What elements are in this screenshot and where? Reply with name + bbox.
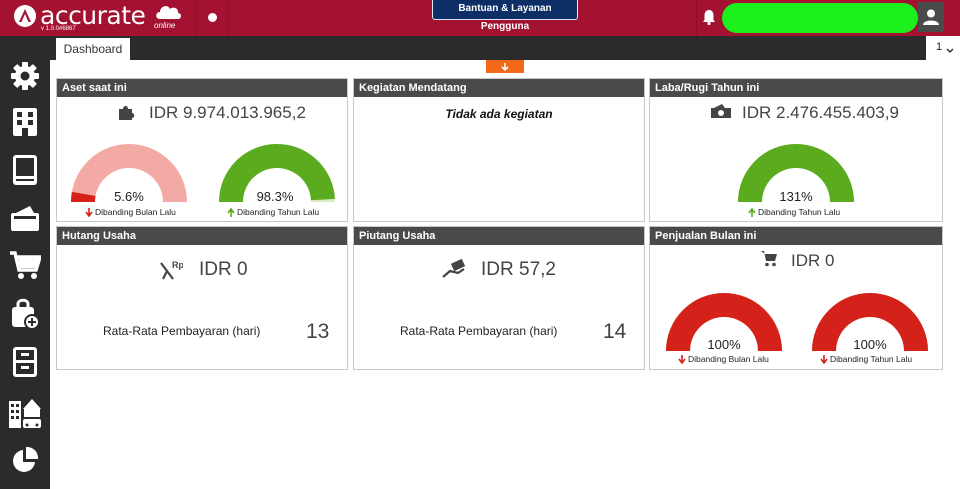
penjualan-year-percent: 100% [853, 337, 887, 352]
compare-label: Dibanding Bulan Lalu [95, 207, 176, 217]
sidebar-item-inventory[interactable] [0, 342, 50, 382]
tab-dashboard[interactable]: Dashboard [56, 38, 130, 60]
aset-month-percent: 5.6% [114, 189, 144, 204]
arrow-down-icon [820, 354, 828, 364]
card-title: Kegiatan Mendatang [354, 79, 644, 97]
user-name-pill[interactable] [722, 3, 918, 33]
hutang-average-label: Rata-Rata Pembayaran (hari) [103, 324, 261, 338]
logo-text: accurate [40, 1, 146, 30]
penjualan-year-gauge [812, 292, 928, 351]
aset-month-gauge [71, 143, 187, 202]
logo-mark-icon [14, 5, 36, 27]
card-title: Laba/Rugi Tahun ini [650, 79, 942, 97]
sidebar-item-assets[interactable] [0, 392, 50, 432]
arrow-up-icon [748, 207, 756, 217]
aset-year-percent: 98.3% [256, 189, 294, 204]
card-title: Hutang Usaha [57, 227, 347, 245]
piutang-average-label: Rata-Rata Pembayaran (hari) [400, 324, 558, 338]
laba-year-percent: 131% [779, 189, 813, 204]
card-title: Penjualan Bulan ini [650, 227, 942, 245]
cloud-icon [156, 6, 181, 19]
compare-label: Dibanding Tahun Lalu [237, 207, 320, 217]
sidebar-item-ledger[interactable] [0, 150, 50, 190]
sidebar [0, 36, 50, 489]
penjualan-year-compare: Dibanding Tahun Lalu [820, 354, 912, 364]
arrow-down-icon [678, 354, 686, 364]
piutang-average-value: 14 [603, 320, 627, 343]
hutang-average-value: 13 [306, 320, 330, 343]
aset-year-gauge [218, 143, 335, 202]
payment-in-icon [442, 259, 466, 278]
card-aset: Aset saat ini IDR 9.974.013.965,2 5.6% D… [56, 78, 348, 222]
svg-text:Rp: Rp [172, 260, 183, 270]
arrow-up-icon [227, 207, 235, 217]
laba-year-compare: Dibanding Tahun Lalu [748, 207, 840, 217]
cart-icon [761, 251, 777, 267]
piutang-amount: IDR 57,2 [481, 259, 556, 280]
book-icon [13, 155, 37, 185]
sidebar-item-purchase[interactable] [0, 294, 50, 334]
tab-bar: Dashboard 1 [50, 36, 960, 60]
divider [196, 0, 197, 36]
compare-label: Dibanding Tahun Lalu [830, 354, 913, 364]
penjualan-amount: IDR 0 [791, 251, 835, 270]
logo-subtitle: online [154, 21, 176, 30]
app-version: v 1.0.0#6867 [41, 26, 76, 32]
building-icon [13, 108, 37, 136]
arrow-down-icon [501, 63, 509, 72]
divider [696, 0, 697, 36]
laba-year-gauge [738, 143, 854, 202]
compare-label: Dibanding Tahun Lalu [758, 207, 841, 217]
card-kegiatan: Kegiatan Mendatang Tidak ada kegiatan [353, 78, 645, 222]
divider [228, 0, 229, 36]
tab-count: 1 [936, 41, 943, 53]
penjualan-month-percent: 100% [707, 337, 741, 352]
card-title: Piutang Usaha [354, 227, 644, 245]
user-icon [923, 9, 939, 25]
penjualan-month-gauge [666, 292, 782, 351]
money-icon [711, 104, 731, 118]
card-piutang: Piutang Usaha IDR 57,2 Rata-Rata Pembaya… [353, 226, 645, 370]
card-penjualan: Penjualan Bulan ini IDR 0 100% Dibanding… [649, 226, 943, 370]
aset-month-compare: Dibanding Bulan Lalu [85, 207, 176, 217]
aset-amount: IDR 9.974.013.965,2 [149, 103, 306, 122]
sidebar-item-sales[interactable] [0, 246, 50, 286]
card-title: Aset saat ini [57, 79, 347, 97]
cart-icon [10, 251, 41, 279]
user-menu-button[interactable] [918, 2, 944, 32]
card-hutang: Hutang Usaha Rp IDR 0 Rata-Rata Pembayar… [56, 226, 348, 370]
wallet-icon [11, 206, 39, 231]
puzzle-icon [119, 106, 135, 120]
penjualan-month-compare: Dibanding Bulan Lalu [678, 354, 769, 364]
compare-label: Dibanding Bulan Lalu [688, 354, 769, 364]
laba-amount: IDR 2.476.455.403,9 [742, 103, 899, 122]
sidebar-item-settings[interactable] [0, 56, 50, 96]
cabinet-icon [13, 347, 37, 377]
status-dot-icon [208, 13, 217, 22]
chevron-down-icon [946, 48, 954, 53]
buildings-icon [9, 399, 41, 428]
aset-year-compare: Dibanding Tahun Lalu [227, 207, 319, 217]
sidebar-item-company[interactable] [0, 102, 50, 142]
hutang-amount: IDR 0 [199, 259, 248, 280]
sidebar-item-reports[interactable] [0, 440, 50, 480]
arrow-down-icon [85, 207, 93, 217]
payment-out-icon: Rp [160, 260, 183, 280]
bell-icon[interactable] [700, 8, 718, 26]
pie-chart-icon [13, 446, 39, 472]
sidebar-item-cash-bank[interactable] [0, 198, 50, 238]
app-logo[interactable]: accurate online v 1.0.0#6867 [0, 0, 196, 36]
empty-activity-text: Tidak ada kegiatan [445, 107, 553, 121]
shopping-bag-icon [12, 298, 40, 330]
help-button[interactable]: Bantuan & Layanan Pengguna [432, 0, 578, 32]
top-bar: accurate online v 1.0.0#6867 Bantuan & L… [0, 0, 960, 36]
card-laba-rugi: Laba/Rugi Tahun ini IDR 2.476.455.403,9 … [649, 78, 943, 222]
gear-icon [11, 62, 39, 90]
tab-counter[interactable]: 1 [926, 36, 960, 60]
collapse-toggle[interactable] [486, 60, 524, 73]
